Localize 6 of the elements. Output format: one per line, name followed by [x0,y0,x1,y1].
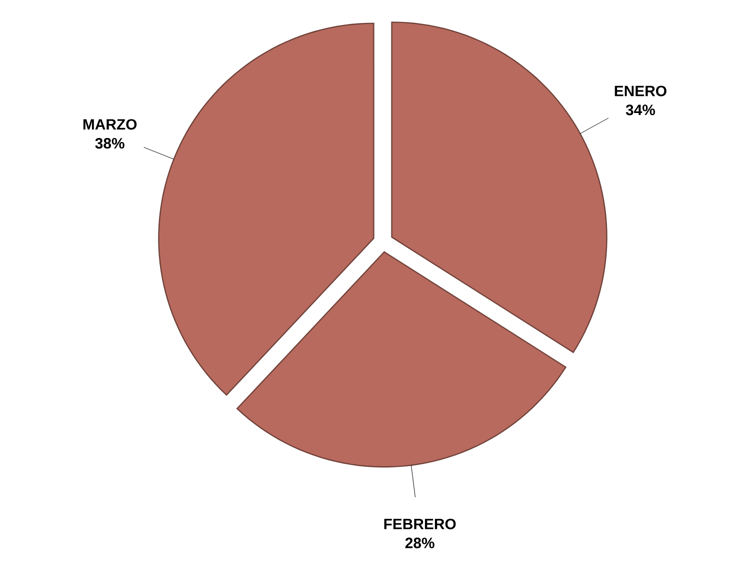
data-label: 38% [95,138,124,149]
data-label: 34% [626,104,656,116]
slice-label: MARZO [83,119,137,130]
slice-label: ENERO [614,86,666,96]
slice-label: FEBRERO [384,518,456,530]
data-label: 28% [405,538,434,548]
